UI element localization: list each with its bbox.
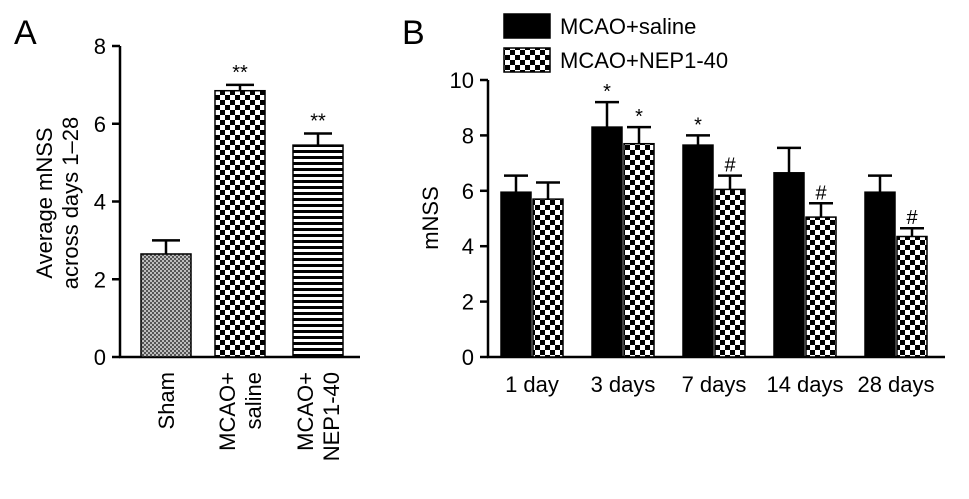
x-tick-label: 28 days [857,372,934,397]
legend-swatch [503,13,551,39]
bar [500,191,532,358]
y-tick-label: 6 [94,112,106,137]
panel-b: B 0 2 4 6 8 10 mNSS 1 day 3 days 7 days 14 days 28 d… [402,13,945,397]
significance-marker: # [815,182,827,204]
panel-letter-b: B [402,14,425,52]
x-tick-label-line: MCAO+ [293,372,318,451]
bar [864,191,896,358]
significance-marker: * [635,106,643,128]
bar [682,144,714,358]
x-tick-label: MCAO+ NEP1-40 [293,372,344,461]
x-tick-label: 14 days [766,372,843,397]
panel-letter-a: A [14,14,37,52]
x-tick-label-line: Sham [154,372,179,429]
x-tick-label: 1 day [505,372,559,397]
significance-marker: ** [232,62,248,84]
y-axis-label-line: across days 1–28 [58,117,83,289]
bar [292,144,344,358]
significance-marker: * [603,81,611,103]
x-tick-label-line: MCAO+ [215,372,240,451]
y-tick-label: 10 [450,68,474,93]
bar [214,89,266,358]
x-tick-label: 3 days [591,372,656,397]
y-axis-label: mNSS [418,186,443,250]
legend: MCAO+saline MCAO+NEP1-40 [503,13,728,73]
bar [591,126,623,358]
bar [805,216,837,358]
x-tick-label: 7 days [682,372,747,397]
legend-label: MCAO+NEP1-40 [560,48,728,73]
y-tick-label: 8 [94,34,106,59]
bar [532,198,564,358]
y-tick-label: 0 [462,345,474,370]
bar [140,253,192,358]
significance-marker: ** [310,110,326,132]
significance-marker: # [906,207,918,229]
significance-marker: # [724,155,736,177]
x-tick-label: MCAO+ saline [215,372,266,451]
y-tick-label: 8 [462,123,474,148]
y-tick-label: 4 [462,234,474,259]
legend-swatch [503,47,551,73]
legend-label: MCAO+saline [560,14,696,39]
y-tick-label: 6 [462,179,474,204]
y-tick-label: 2 [94,267,106,292]
x-tick-label: Sham [154,372,179,429]
significance-marker: * [694,114,702,136]
panel-a: A 0 2 4 6 8 Average mNSS across days 1–28 Sham **… [14,14,360,461]
bar [896,235,928,358]
y-axis-label: Average mNSS across days 1–28 [32,117,83,289]
y-tick-label: 4 [94,190,106,215]
x-tick-label-line: NEP1-40 [319,372,344,461]
y-axis-label-line: Average mNSS [32,127,57,278]
bar [773,172,805,358]
y-tick-label: 2 [462,290,474,315]
x-tick-label-line: saline [241,372,266,429]
bar [714,188,746,358]
y-tick-label: 0 [94,345,106,370]
bar [623,142,655,358]
